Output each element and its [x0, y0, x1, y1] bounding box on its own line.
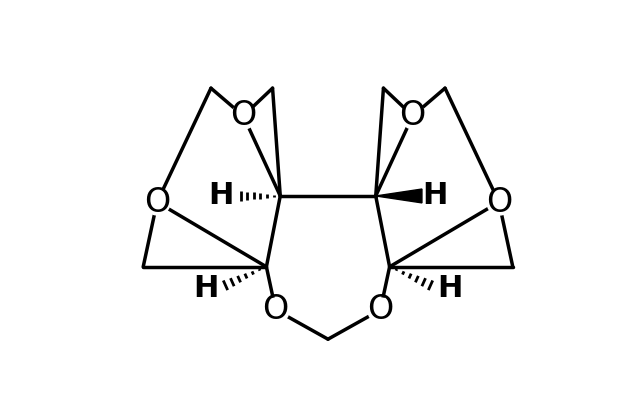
Text: O: O — [486, 186, 512, 219]
Text: H: H — [193, 274, 219, 303]
Text: O: O — [367, 294, 394, 326]
Text: O: O — [144, 186, 170, 219]
Text: O: O — [230, 99, 257, 132]
Text: H: H — [209, 182, 234, 211]
Text: O: O — [262, 294, 289, 326]
Text: H: H — [422, 182, 447, 211]
Text: O: O — [399, 99, 426, 132]
Text: H: H — [437, 274, 463, 303]
Polygon shape — [376, 189, 422, 203]
